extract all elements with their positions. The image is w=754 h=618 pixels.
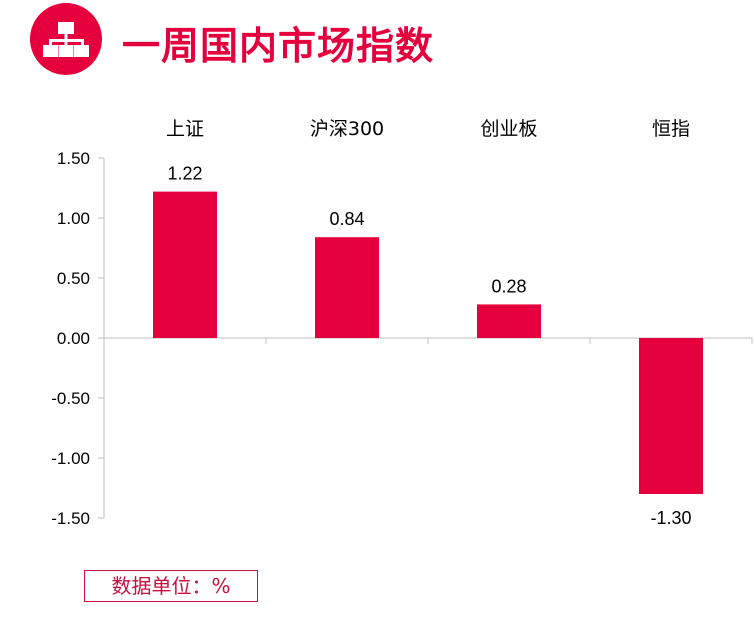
hierarchy-icon	[30, 3, 102, 75]
y-tick-label: -1.00	[51, 449, 90, 468]
category-label: 恒指	[652, 118, 690, 140]
header: 一周国内市场指数	[30, 3, 730, 75]
category-label: 创业板	[480, 118, 537, 140]
y-tick-label: -0.50	[51, 389, 90, 408]
unit-note: 数据单位：%	[84, 570, 258, 602]
page-title: 一周国内市场指数	[122, 24, 435, 68]
data-label: 0.28	[491, 276, 526, 296]
bar	[153, 191, 217, 338]
data-label: 0.84	[329, 209, 364, 229]
data-label: 1.22	[167, 164, 202, 184]
y-tick-label: 1.50	[57, 149, 90, 168]
category-label: 上证	[166, 118, 204, 140]
bar	[477, 304, 541, 338]
bar	[639, 338, 703, 494]
bar	[315, 237, 379, 338]
y-tick-label: 0.00	[57, 329, 90, 348]
data-label: -1.30	[650, 508, 691, 528]
y-tick-label: -1.50	[51, 509, 90, 528]
y-tick-label: 0.50	[57, 269, 90, 288]
category-label: 沪深300	[310, 118, 384, 140]
y-tick-label: 1.00	[57, 209, 90, 228]
